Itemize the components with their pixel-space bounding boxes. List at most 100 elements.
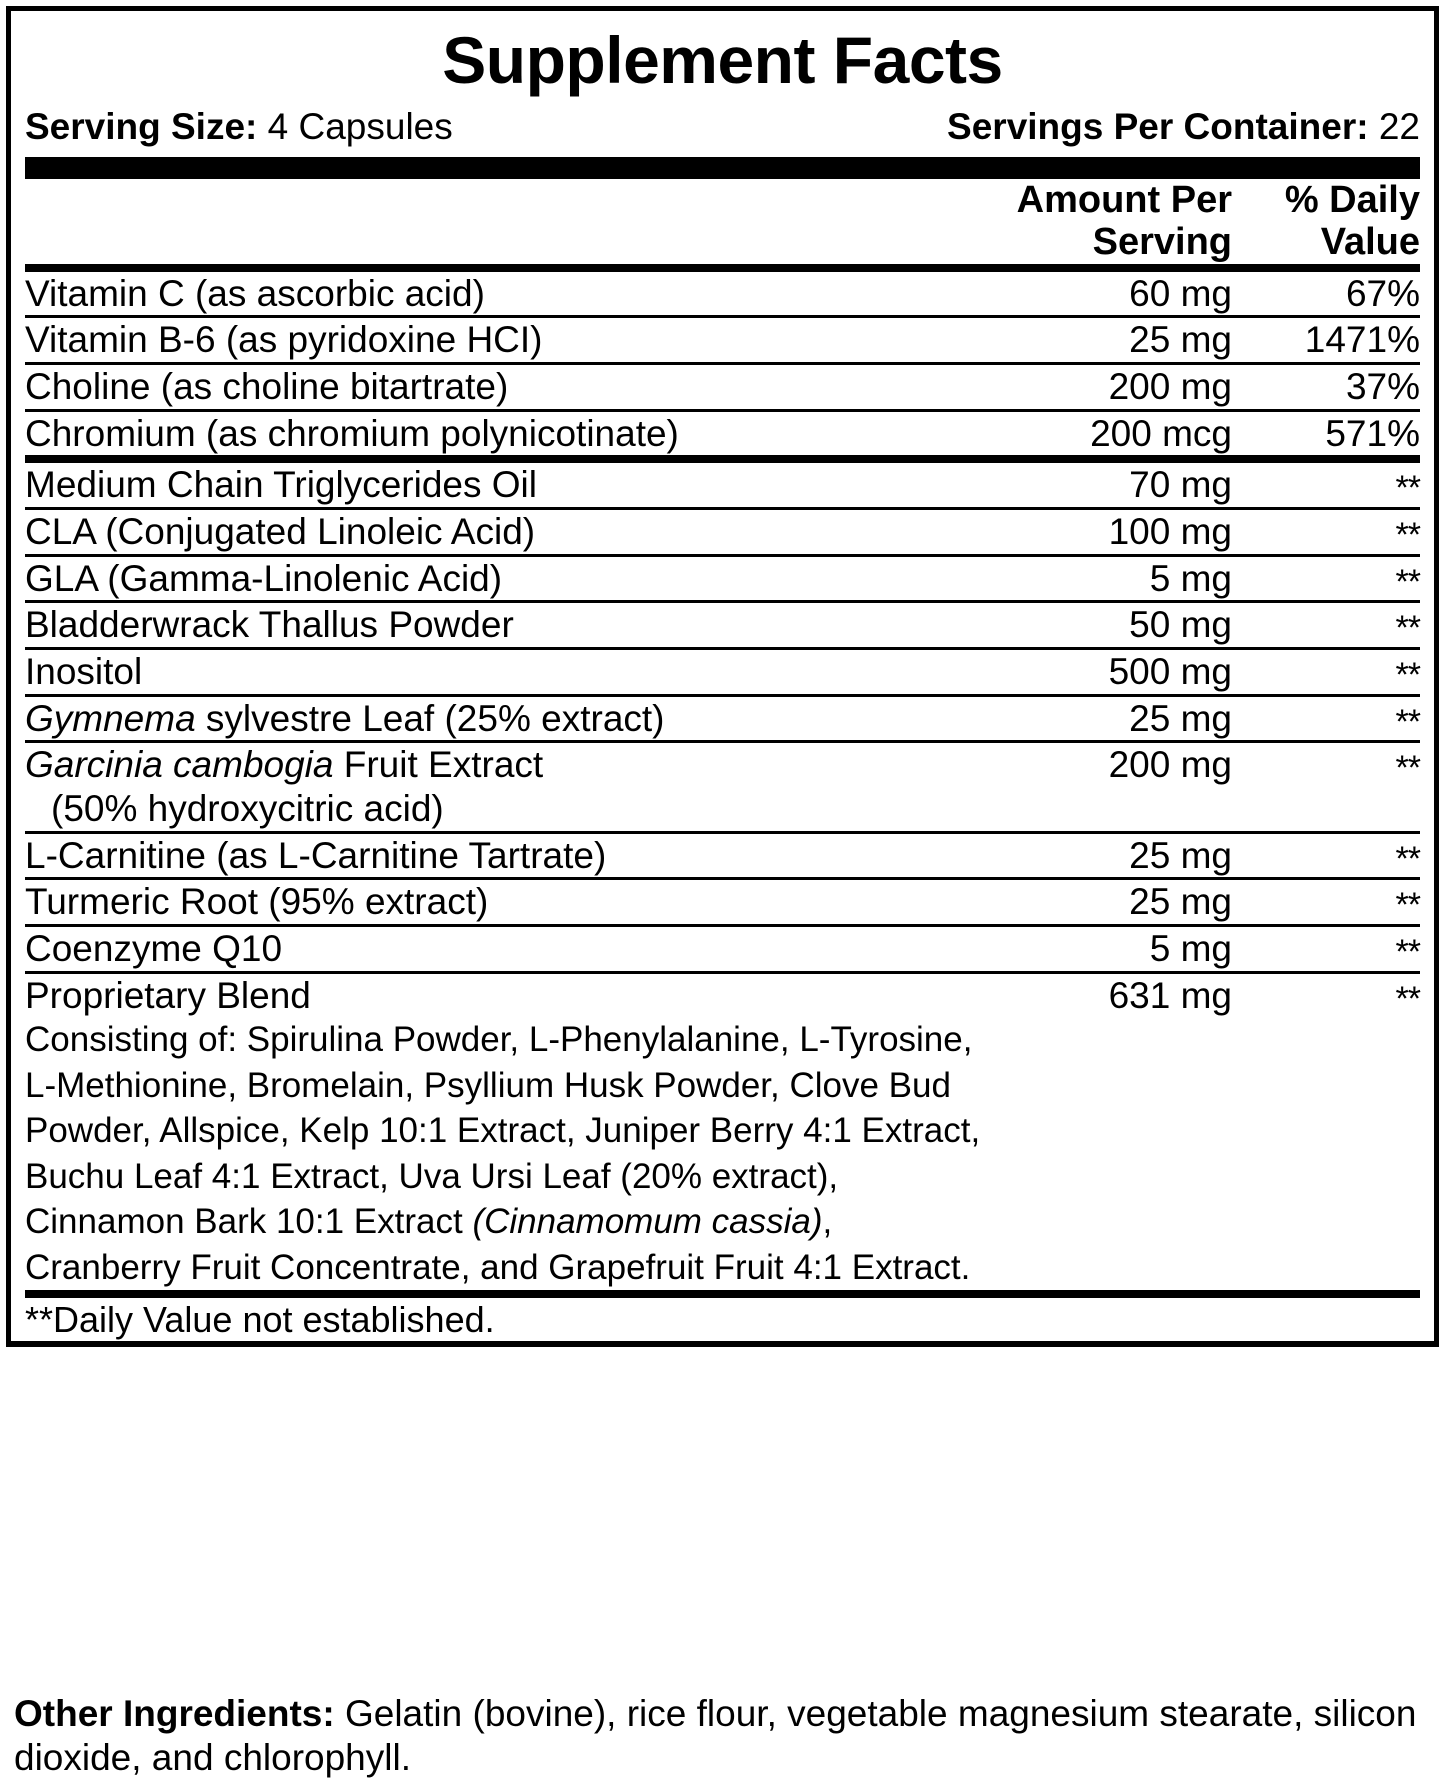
rule-row xyxy=(25,315,1420,319)
blend-line-5-post: , xyxy=(822,1202,833,1242)
table-row: Vitamin B-6 (as pyridoxine HCI) 25 mg 14… xyxy=(25,318,1420,362)
blend-line-1: Consisting of: Spirulina Powder, L-Pheny… xyxy=(25,1020,973,1060)
table-row: CLA (Conjugated Linoleic Acid) 100 mg ** xyxy=(25,510,1421,555)
facts-panel: Supplement Facts Serving Size: 4 Capsule… xyxy=(6,6,1439,1348)
row-amount: 25 mg xyxy=(1129,319,1232,361)
row-name: Gymnema sylvestre Leaf (25% extract) xyxy=(25,697,982,741)
rule-row xyxy=(25,830,1420,834)
row-name-second-line: (50% hydroxycitric acid) xyxy=(51,787,444,829)
header-amount-line1: Amount Per xyxy=(1016,178,1232,221)
rule-row xyxy=(25,263,1420,272)
rule-row xyxy=(25,455,1420,464)
row-name: Choline (as choline bitartrate) xyxy=(25,366,509,408)
table-row: Choline (as choline bitartrate) 200 mg 3… xyxy=(25,365,1420,409)
serving-info-row: Serving Size: 4 Capsules Servings Per Co… xyxy=(25,99,1420,157)
row-name: Vitamin C (as ascorbic acid) xyxy=(25,272,485,314)
row-daily-value: ** xyxy=(1395,469,1421,508)
row-name: L-Carnitine (as L-Carnitine Tartrate) xyxy=(25,834,607,876)
table-row: Medium Chain Triglycerides Oil 70 mg ** xyxy=(25,463,1421,508)
table-row: L-Carnitine (as L-Carnitine Tartrate) 25… xyxy=(25,834,1421,878)
blend-description: Consisting of: Spirulina Powder, L-Pheny… xyxy=(25,1017,1420,1290)
row-name: Bladderwrack Thallus Powder xyxy=(25,604,514,646)
row-name-botanical: Garcinia cambogia xyxy=(25,744,334,786)
rule-row xyxy=(25,970,1420,974)
rule-row xyxy=(25,408,1420,412)
daily-value-note: **Daily Value not established. xyxy=(25,1299,495,1341)
row-amount: 100 mg xyxy=(1108,511,1232,553)
row-amount: 200 mg xyxy=(1108,366,1232,408)
rule-row xyxy=(25,693,1420,697)
row-amount: 70 mg xyxy=(1129,464,1232,506)
row-name: Medium Chain Triglycerides Oil xyxy=(25,464,538,506)
row-daily-value: ** xyxy=(1395,609,1421,648)
row-daily-value: ** xyxy=(1395,886,1421,925)
servings-per-container: Servings Per Container: 22 xyxy=(947,105,1420,149)
row-name: Coenzyme Q10 xyxy=(25,927,283,969)
rule-row xyxy=(25,600,1420,604)
table-row: Coenzyme Q10 5 mg ** xyxy=(25,927,1421,971)
table-row: Proprietary Blend 631 mg ** xyxy=(25,974,1421,1018)
blend-line-5-pre: Cinnamon Bark 10:1 Extract xyxy=(25,1202,473,1242)
serving-size-label: Serving Size: xyxy=(25,106,258,147)
rule-under-header xyxy=(25,263,1420,272)
rule-row xyxy=(25,647,1420,650)
row-daily-value: ** xyxy=(1395,516,1421,555)
table-row: Garcinia cambogia Fruit Extract (50% hydr… xyxy=(25,743,1421,830)
rule-row xyxy=(25,507,1420,511)
row-name-botanical: Gymnema xyxy=(25,697,196,739)
header-blank xyxy=(25,179,982,264)
rule-row xyxy=(25,923,1420,927)
row-amount: 25 mg xyxy=(1129,697,1232,739)
rule-row xyxy=(25,1290,1420,1299)
row-amount: 200 mg xyxy=(1108,744,1232,786)
row-daily-value: ** xyxy=(1395,979,1421,1018)
header-dv-line2: Value xyxy=(1320,221,1420,264)
row-amount: 631 mg xyxy=(1108,974,1232,1016)
row-name: GLA (Gamma-Linolenic Acid) xyxy=(25,557,503,599)
rule-row xyxy=(25,877,1420,881)
row-daily-value: ** xyxy=(1395,932,1421,971)
serving-size-value: 4 Capsules xyxy=(267,106,453,147)
other-ingredients: Other Ingredients: Gelatin (bovine), ric… xyxy=(14,1692,1434,1781)
row-name-rest: Fruit Extract xyxy=(333,744,544,786)
row-amount: 5 mg xyxy=(1149,927,1232,969)
row-daily-value: 571% xyxy=(1325,412,1420,454)
rule-under-serving xyxy=(25,156,1420,179)
row-daily-value: ** xyxy=(1395,562,1421,601)
rule-row xyxy=(25,362,1420,366)
row-name: Inositol xyxy=(25,651,143,692)
row-name: Vitamin B-6 (as pyridoxine HCI) xyxy=(25,319,543,361)
table-header-row: Amount Per Serving % Daily Value xyxy=(25,179,1420,264)
row-amount: 25 mg xyxy=(1129,881,1232,923)
serving-size: Serving Size: 4 Capsules xyxy=(25,105,453,149)
table-row: GLA (Gamma-Linolenic Acid) 5 mg ** xyxy=(25,557,1421,601)
header-amount-per-serving: Amount Per Serving xyxy=(982,179,1232,264)
nutrition-table: Amount Per Serving % Daily Value Vitamin… xyxy=(25,179,1421,1342)
row-daily-value: ** xyxy=(1395,702,1421,741)
row-name: Chromium (as chromium polynicotinate) xyxy=(25,412,679,454)
row-amount: 200 mcg xyxy=(1090,412,1232,454)
row-amount: 25 mg xyxy=(1129,834,1232,876)
table-row: Chromium (as chromium polynicotinate) 20… xyxy=(25,412,1420,456)
blend-line-2: L-Methionine, Bromelain, Psyllium Husk P… xyxy=(25,1065,951,1105)
rule-row xyxy=(25,553,1420,557)
table-row: Bladderwrack Thallus Powder 50 mg ** xyxy=(25,603,1421,648)
blend-line-5-botanical: (Cinnamomum cassia) xyxy=(472,1202,823,1242)
row-daily-value: 37% xyxy=(1345,366,1420,408)
header-amount-line2: Serving xyxy=(1092,221,1232,264)
header-dv-line1: % Daily xyxy=(1284,178,1420,221)
row-amount: 5 mg xyxy=(1149,557,1232,599)
row-daily-value: ** xyxy=(1395,656,1421,694)
daily-value-note-row: **Daily Value not established. xyxy=(25,1298,1420,1341)
table-row: Turmeric Root (95% extract) 25 mg ** xyxy=(25,880,1421,925)
servings-per-container-value: 22 xyxy=(1378,106,1420,147)
rule-row xyxy=(25,740,1420,744)
blend-description-row: Consisting of: Spirulina Powder, L-Pheny… xyxy=(25,1017,1420,1290)
other-ingredients-value: Gelatin (bovine), rice flour, vegetable … xyxy=(14,1693,1417,1779)
header-daily-value: % Daily Value xyxy=(1232,179,1420,264)
row-amount: 50 mg xyxy=(1129,604,1232,646)
row-amount: 500 mg xyxy=(1108,651,1232,692)
blend-line-3: Powder, Allspice, Kelp 10:1 Extract, Jun… xyxy=(25,1111,981,1151)
row-name: CLA (Conjugated Linoleic Acid) xyxy=(25,511,536,553)
